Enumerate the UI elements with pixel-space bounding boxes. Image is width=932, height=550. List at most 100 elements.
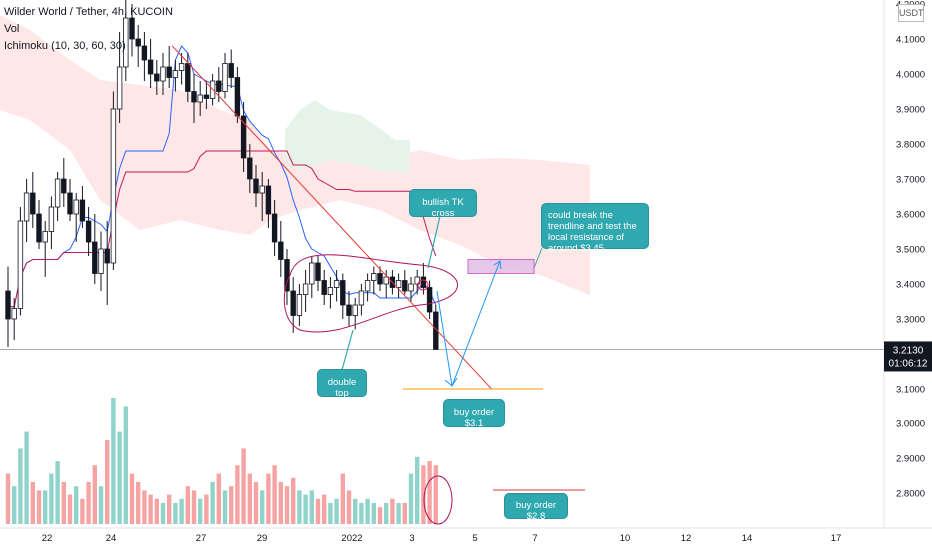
pointer-bullish-tk: [427, 215, 441, 269]
price-tick-label: 3.9000: [896, 105, 925, 116]
ichimoku-lines: [8, 45, 437, 308]
candle-body: [160, 66, 166, 82]
candle-body: [154, 73, 160, 82]
callout-buy-31: buy order $3.1: [444, 400, 504, 429]
volume-bar: [24, 431, 29, 524]
price-tick-label: 3.7000: [896, 175, 925, 186]
price-tick-label: 3.0000: [896, 419, 925, 430]
candle-body: [259, 185, 265, 194]
current-price-tag: [884, 341, 932, 372]
volume-bar: [154, 498, 159, 524]
chart-title: Wilder World / Tether, 4h, KUCOIN: [4, 6, 173, 18]
price-tick-label: 4.0000: [896, 70, 925, 81]
candle-body: [253, 178, 259, 194]
volume-bar: [365, 498, 370, 524]
arrowhead-down: [444, 377, 458, 387]
volume-bar: [253, 482, 259, 524]
volume-bar: [80, 498, 85, 524]
candle-body: [197, 94, 203, 103]
drawings: [171, 45, 585, 525]
volume-bar: [98, 486, 104, 524]
volume-bar: [291, 477, 296, 524]
candle-body: [377, 273, 383, 285]
projection-down: [436, 290, 453, 387]
volume-bars: [5, 398, 438, 524]
volume-indicator-label[interactable]: Vol: [4, 23, 20, 35]
candle-body: [42, 231, 48, 243]
volume-bar: [421, 465, 426, 524]
volume-bar: [303, 494, 308, 524]
candle-body: [54, 178, 61, 208]
candle-body: [234, 77, 241, 117]
volume-bar: [86, 482, 91, 524]
volume-bar: [315, 498, 321, 524]
candle-body: [185, 63, 191, 92]
volume-bar: [198, 498, 203, 524]
candle-body: [402, 280, 408, 292]
candles: [5, 0, 439, 350]
volume-bar: [129, 473, 135, 524]
time-tick-label: 27: [196, 533, 207, 544]
candle-body: [408, 283, 414, 292]
volume-bar: [328, 503, 333, 524]
price-tick-label: 3.4000: [896, 280, 925, 291]
candle-body: [358, 290, 365, 306]
callout-buy-28: buy order $2.8: [505, 494, 567, 522]
candle-body: [123, 17, 129, 68]
candle-body: [79, 199, 86, 222]
candle-body: [265, 185, 272, 215]
currency-label[interactable]: USDT: [898, 4, 924, 22]
volume-bar: [377, 507, 383, 524]
volume-bar: [359, 503, 364, 524]
volume-bar: [210, 482, 215, 524]
candle-body: [116, 66, 123, 110]
candle-body: [340, 280, 346, 306]
time-tick-label: 17: [831, 533, 842, 544]
candle-body: [172, 70, 179, 78]
candle-body: [147, 59, 154, 75]
callout-double-top: double top: [318, 370, 366, 399]
volume-bar: [260, 490, 265, 524]
volume-bar: [36, 490, 42, 524]
volume-bar: [111, 398, 116, 524]
volume-bar: [415, 456, 420, 524]
volume-bar: [5, 473, 11, 524]
price-tick-label: 3.5000: [896, 245, 925, 256]
volume-bar: [235, 465, 240, 524]
volume-bar: [297, 490, 302, 524]
volume-bar: [92, 465, 97, 524]
candle-body: [129, 17, 135, 40]
time-tick-label: 12: [681, 533, 692, 544]
volume-bar: [384, 503, 389, 524]
volume-bar: [222, 490, 228, 524]
candle-body: [11, 308, 17, 320]
volume-bar: [340, 473, 345, 524]
volume-bar: [216, 473, 221, 524]
price-tick-label: 3.8000: [896, 140, 925, 151]
candle-body: [92, 241, 98, 274]
volume-bar: [309, 490, 314, 524]
candle-body: [30, 192, 36, 215]
candle-body: [296, 294, 303, 316]
time-tick-label: 7: [532, 533, 537, 544]
candle-body: [110, 108, 117, 264]
candle-body: [178, 63, 185, 71]
tk-cross-marker: [417, 279, 429, 291]
volume-bar: [204, 494, 209, 524]
candle-body: [426, 287, 433, 313]
pointer-double-top: [341, 329, 354, 371]
pointer-break: [533, 247, 543, 269]
volume-bar: [278, 482, 283, 524]
volume-bar: [191, 490, 197, 524]
volume-bar: [396, 503, 401, 524]
cloud-bullish: [285, 100, 410, 172]
candle-body: [228, 63, 234, 78]
arrowhead-up: [493, 260, 502, 270]
volume-bar: [179, 498, 184, 524]
volume-bar: [18, 448, 23, 524]
candle-body: [203, 94, 210, 99]
candle-body: [309, 262, 315, 285]
price-axis-bg: [884, 0, 932, 550]
ichimoku-indicator-label[interactable]: Ichimoku (10, 30, 60, 30): [4, 40, 126, 52]
